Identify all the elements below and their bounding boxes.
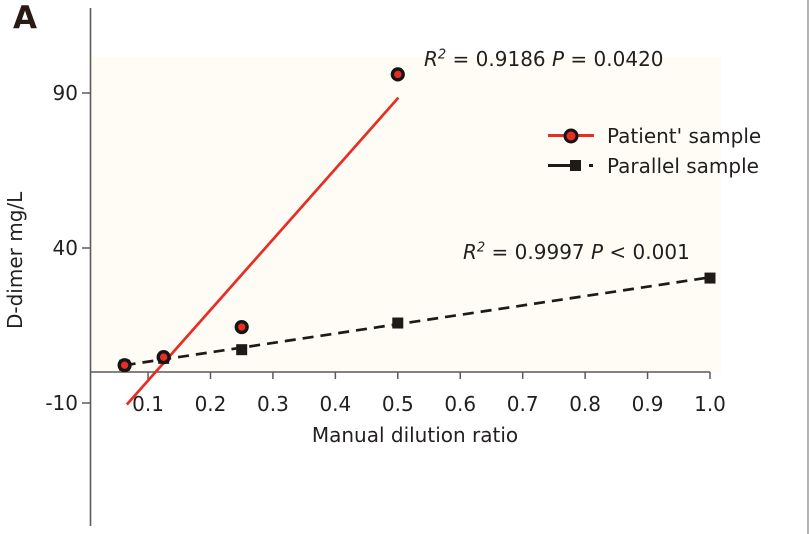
legend-item-parallel: Parallel sample [548, 151, 761, 181]
parallel-square-icon [570, 160, 581, 171]
r2-value: = 0.9997 [485, 240, 591, 264]
plot-area [91, 57, 721, 372]
y-tick-label: 90 [53, 81, 78, 105]
parallel-fit-line [124, 276, 706, 367]
r-symbol: R [463, 240, 477, 264]
legend: Patient' sample Parallel sample [548, 121, 761, 181]
legend-label-patient: Patient' sample [607, 124, 762, 148]
parallel-data-point [392, 317, 404, 329]
parallel-dot-icon [589, 164, 593, 167]
y-tick-label: -10 [45, 391, 78, 415]
legend-label-parallel: Parallel sample [607, 154, 759, 178]
x-tick-label: 0.8 [569, 392, 601, 416]
patient-data-point [390, 67, 405, 82]
r-superscript: 2 [476, 240, 486, 256]
x-tick-label: 1.0 [694, 392, 726, 416]
patient-data-point [234, 319, 249, 335]
patient-marker-swatch [548, 121, 594, 151]
legend-item-patient: Patient' sample [548, 121, 761, 151]
parallel-dash-icon [548, 164, 572, 167]
r-symbol: R [424, 47, 438, 71]
x-axis-title: Manual dilution ratio [311, 423, 519, 447]
parallel-marker-swatch [548, 151, 594, 181]
figure-right-border [807, 0, 809, 534]
y-tick-label: 40 [53, 236, 78, 260]
patient-circle-icon [563, 128, 579, 144]
parallel-data-point [236, 344, 248, 356]
patient-data-point [156, 350, 171, 365]
x-tick-label: 0.4 [319, 392, 351, 416]
r-superscript: 2 [437, 47, 447, 63]
y-axis-title: D-dimer mg/L [3, 191, 27, 329]
annotation-patient-fit: R2 = 0.9186 P = 0.0420 [424, 47, 664, 71]
p-symbol: P [552, 47, 565, 71]
x-tick-label: 0.3 [257, 392, 289, 416]
panel-label: A [13, 0, 38, 36]
annotation-parallel-fit: R2 = 0.9997 P < 0.001 [463, 240, 690, 264]
p-symbol: P [591, 240, 604, 264]
x-tick-label: 0.7 [507, 392, 539, 416]
x-tick-label: 0.5 [382, 392, 414, 416]
x-tick-label: 0.6 [444, 392, 476, 416]
parallel-data-point [704, 272, 716, 284]
patient-data-point [117, 358, 132, 373]
p-value: = 0.0420 [564, 47, 664, 71]
patient-fit-line [125, 96, 400, 406]
x-tick-label: 0.2 [195, 392, 227, 416]
x-tick-label: 0.1 [132, 392, 164, 416]
x-tick-label: 0.9 [632, 392, 664, 416]
r2-value: = 0.9186 [446, 47, 552, 71]
p-value: < 0.001 [603, 240, 690, 264]
